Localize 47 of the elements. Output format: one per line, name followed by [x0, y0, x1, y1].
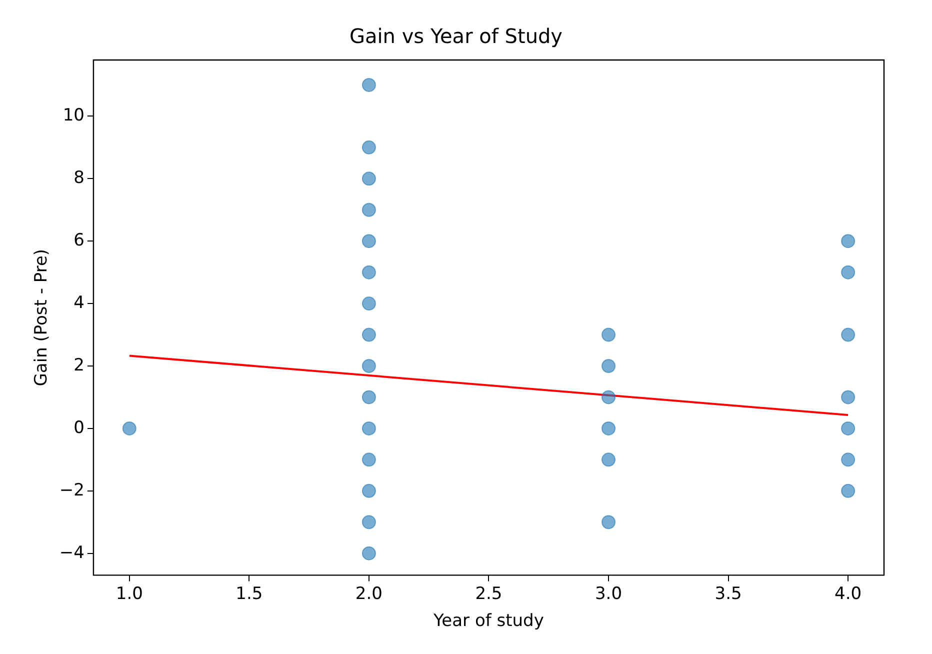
point: [362, 546, 376, 560]
x-tick-label: 4.0: [834, 584, 862, 604]
point: [362, 515, 376, 530]
point: [362, 328, 376, 342]
point: [602, 390, 616, 404]
x-tick-label: 3.5: [714, 584, 742, 604]
point: [362, 452, 376, 467]
point: [841, 328, 856, 342]
point: [841, 390, 856, 404]
x-tick-label: 2.5: [475, 584, 502, 604]
point: [362, 234, 376, 248]
point: [362, 140, 376, 154]
point: [602, 421, 616, 436]
point: [362, 359, 376, 373]
point: [841, 484, 856, 498]
x-tick-label: 2.0: [355, 584, 382, 604]
x-axis-title: Year of study: [432, 611, 544, 632]
point: [841, 421, 856, 436]
chart-title: Gain vs Year of Study: [349, 24, 563, 48]
point: [841, 265, 856, 280]
x-tick-label: 1.5: [236, 584, 263, 604]
point: [362, 172, 376, 186]
point: [362, 484, 376, 498]
x-tick-label: 1.0: [116, 584, 143, 604]
point: [122, 421, 136, 436]
point: [362, 421, 376, 436]
y-tick-label: 8: [74, 168, 84, 188]
y-tick-label: 4: [74, 292, 84, 313]
y-tick-label: −2: [59, 480, 84, 500]
y-tick-label: 6: [74, 230, 84, 251]
point: [362, 265, 376, 280]
point: [602, 452, 616, 467]
point: [841, 452, 856, 467]
point: [362, 202, 376, 217]
point: [362, 78, 376, 92]
point: [362, 296, 376, 311]
point: [602, 328, 616, 342]
point: [841, 234, 856, 248]
y-tick-label: 2: [74, 355, 84, 376]
point: [602, 359, 616, 373]
y-tick-label: 0: [74, 418, 84, 438]
point: [362, 390, 376, 404]
y-axis-title: Gain (Post - Pre): [32, 248, 52, 386]
y-tick-label: −4: [59, 542, 84, 563]
x-tick-label: 3.0: [594, 584, 622, 604]
point: [602, 515, 616, 530]
y-tick-label: 10: [62, 106, 84, 126]
